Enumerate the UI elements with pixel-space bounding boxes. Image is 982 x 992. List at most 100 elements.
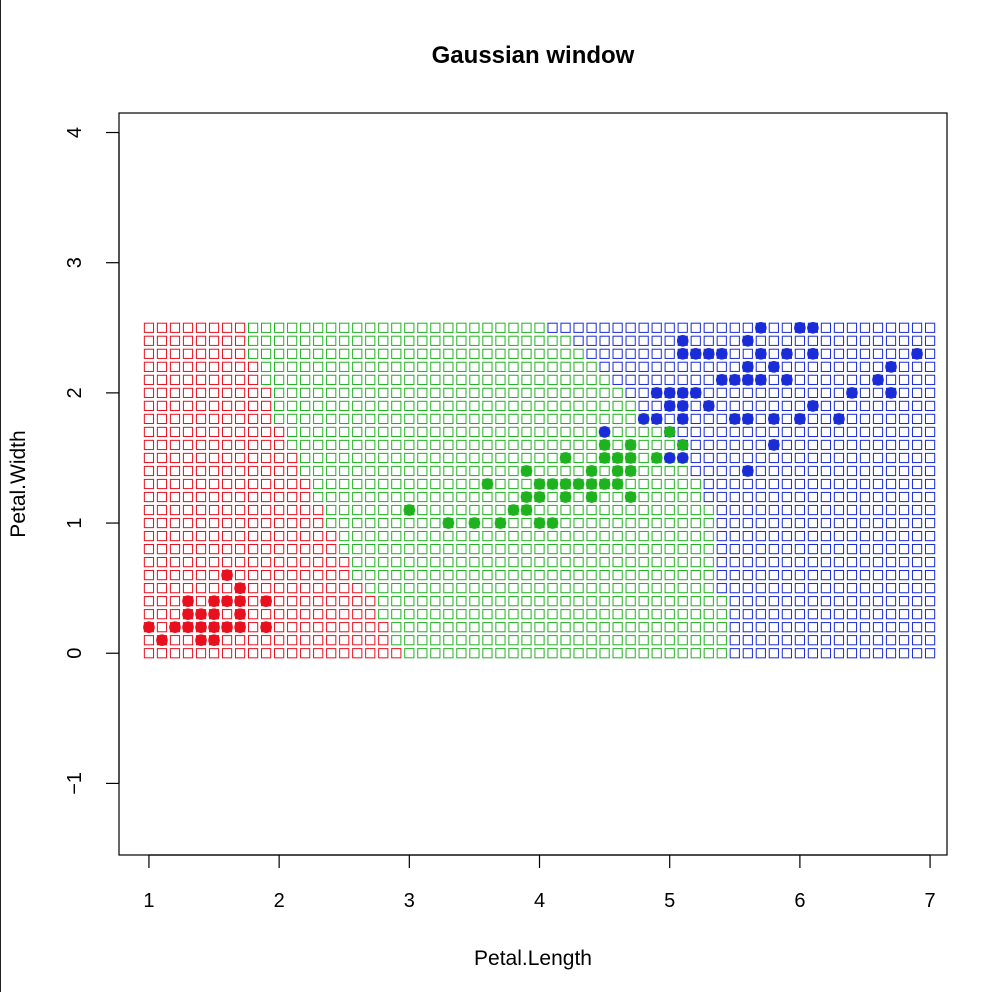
grid-square-setosa [169, 335, 181, 346]
grid-square-virginica [651, 361, 662, 372]
grid-square-versicolor [573, 491, 584, 503]
grid-square-versicolor [326, 439, 337, 451]
grid-square-versicolor [521, 478, 532, 490]
grid-square-setosa [182, 322, 194, 333]
grid-square-versicolor [300, 322, 311, 333]
grid-square-setosa [169, 543, 181, 555]
grid-square-virginica [755, 439, 766, 451]
grid-square-versicolor [625, 543, 636, 555]
grid-square-versicolor [287, 413, 298, 425]
grid-square-versicolor [326, 387, 337, 398]
grid-square-setosa [182, 400, 194, 411]
grid-square-virginica [924, 517, 936, 529]
grid-square-versicolor [547, 387, 558, 398]
grid-square-setosa [208, 530, 220, 542]
grid-square-versicolor [560, 374, 571, 385]
grid-square-virginica [807, 648, 819, 659]
grid-square-versicolor [534, 648, 545, 659]
grid-square-setosa [169, 413, 181, 425]
grid-square-versicolor [573, 413, 584, 425]
grid-square-versicolor [430, 478, 441, 490]
grid-square-versicolor [274, 400, 285, 411]
grid-square-versicolor [495, 583, 506, 594]
grid-square-versicolor [482, 609, 493, 620]
grid-square-versicolor [664, 596, 675, 607]
data-point-versicolor [624, 452, 637, 464]
grid-square-versicolor [391, 322, 402, 333]
grid-square-setosa [156, 570, 168, 581]
grid-square-setosa [352, 635, 363, 646]
grid-square-versicolor [443, 622, 454, 633]
grid-square-virginica [846, 622, 858, 633]
grid-square-versicolor [313, 335, 324, 346]
grid-square-setosa [261, 478, 272, 490]
grid-square-setosa [169, 322, 181, 333]
grid-square-virginica [768, 400, 779, 411]
grid-square-versicolor [352, 413, 363, 425]
grid-square-virginica [820, 530, 832, 542]
grid-square-setosa [156, 517, 168, 529]
data-point-versicolor [676, 439, 689, 451]
grid-square-virginica [885, 622, 897, 633]
grid-square-setosa [182, 517, 194, 529]
grid-square-virginica [924, 648, 936, 659]
grid-square-versicolor [586, 400, 597, 411]
grid-square-setosa [261, 648, 272, 659]
grid-square-virginica [924, 609, 936, 620]
grid-square-versicolor [625, 648, 636, 659]
grid-square-virginica [846, 635, 858, 646]
grid-square-versicolor [508, 413, 519, 425]
grid-square-versicolor [430, 635, 441, 646]
grid-square-versicolor [638, 622, 649, 633]
grid-square-versicolor [469, 452, 480, 464]
grid-square-versicolor [417, 583, 428, 594]
grid-square-setosa [182, 361, 194, 372]
grid-square-virginica [820, 635, 832, 646]
grid-square-virginica [690, 400, 701, 411]
grid-square-versicolor [378, 400, 389, 411]
grid-square-setosa [182, 570, 194, 581]
grid-square-virginica [729, 530, 740, 542]
grid-square-setosa [287, 557, 298, 568]
grid-square-virginica [846, 609, 858, 620]
grid-square-versicolor [625, 517, 636, 529]
grid-square-setosa [182, 557, 194, 568]
grid-square-versicolor [625, 400, 636, 411]
grid-square-virginica [859, 609, 871, 620]
grid-square-versicolor [469, 439, 480, 451]
grid-square-setosa [195, 504, 207, 516]
grid-square-versicolor [352, 543, 363, 555]
grid-square-versicolor [638, 596, 649, 607]
grid-square-setosa [143, 543, 155, 555]
grid-square-versicolor [534, 374, 545, 385]
grid-square-setosa [143, 387, 155, 398]
grid-square-setosa [313, 570, 324, 581]
grid-square-versicolor [443, 335, 454, 346]
grid-square-versicolor [326, 504, 337, 516]
data-point-versicolor [598, 478, 611, 490]
grid-square-versicolor [534, 596, 545, 607]
grid-square-versicolor [430, 648, 441, 659]
data-point-virginica [663, 400, 676, 412]
grid-square-setosa [261, 465, 272, 477]
grid-square-versicolor [625, 504, 636, 516]
grid-square-virginica [742, 439, 753, 451]
grid-square-versicolor [274, 335, 285, 346]
grid-square-virginica [742, 322, 753, 333]
grid-square-versicolor [417, 374, 428, 385]
grid-square-versicolor [391, 465, 402, 477]
grid-square-virginica [716, 361, 727, 372]
grid-square-versicolor [599, 570, 610, 581]
data-point-versicolor [442, 517, 455, 529]
grid-square-versicolor [365, 504, 376, 516]
grid-square-versicolor [612, 596, 623, 607]
grid-square-versicolor [443, 648, 454, 659]
grid-square-versicolor [469, 335, 480, 346]
grid-square-virginica [820, 557, 832, 568]
grid-square-virginica [911, 439, 923, 451]
grid-square-versicolor [326, 400, 337, 411]
grid-square-versicolor [469, 583, 480, 594]
grid-square-versicolor [703, 596, 714, 607]
data-point-virginica [833, 413, 845, 425]
grid-square-versicolor [573, 543, 584, 555]
